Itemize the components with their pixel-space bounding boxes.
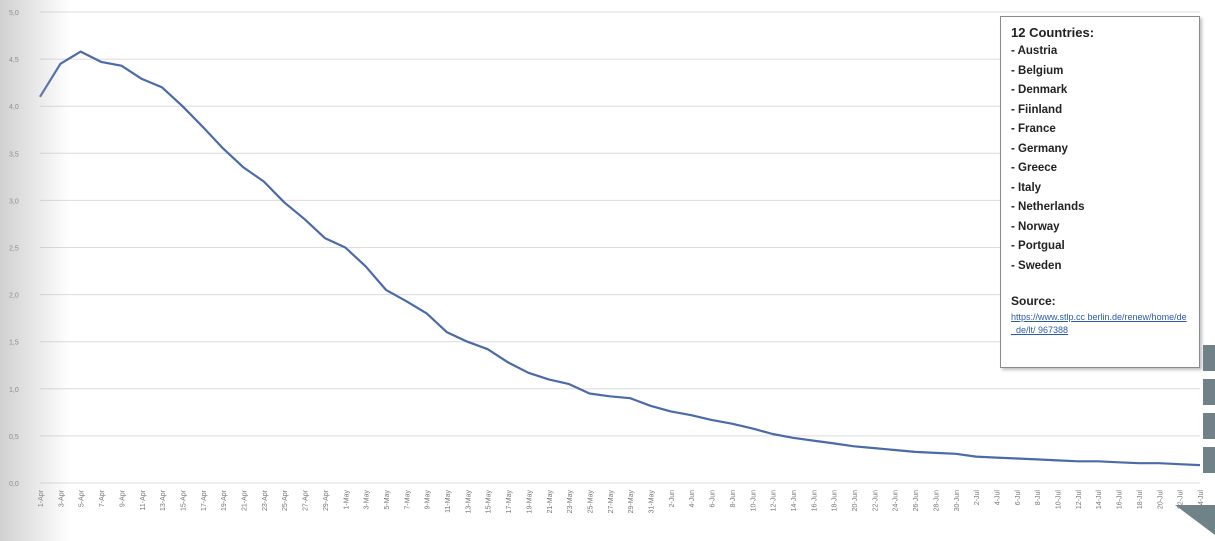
x-tick-label: 7-Apr — [99, 489, 106, 507]
x-tick-label: 17-May — [506, 490, 513, 514]
x-tick-label: 17-Apr — [201, 489, 208, 511]
x-tick-label: 19-May — [526, 490, 533, 514]
y-tick-label: 2,0 — [9, 293, 19, 300]
x-tick-label: 18-Jul — [1137, 490, 1144, 510]
legend-item: - Fiinland — [1011, 103, 1063, 116]
y-axis-ticks: 0,0 0,5 1,0 1,5 2,0 2,5 3,0 3,5 4,0 4,5 5,0 — [9, 10, 19, 488]
x-tick-label: 10-Jun — [750, 490, 757, 512]
x-tick-label: 8-Jun — [730, 490, 737, 508]
right-tab[interactable] — [1203, 447, 1215, 473]
x-tick-label: 23-Apr — [262, 489, 269, 511]
x-tick-label: 23-May — [567, 490, 574, 514]
y-tick-label: 4,5 — [9, 57, 19, 64]
x-tick-label: 12-Jun — [771, 490, 778, 512]
x-tick-label: 1-May — [343, 490, 350, 510]
x-tick-label: 7-May — [404, 490, 411, 510]
legend-item: - Austria — [1011, 45, 1058, 57]
x-tick-label: 13-Apr — [160, 489, 167, 511]
x-tick-label: 24-Jul — [1198, 490, 1205, 510]
y-tick-label: 2,5 — [9, 246, 19, 253]
x-tick-label: 13-May — [465, 490, 472, 514]
y-tick-label: 4,0 — [9, 104, 19, 111]
x-tick-label: 15-Apr — [180, 489, 187, 511]
x-tick-label: 22-Jun — [872, 490, 879, 512]
y-tick-label: 1,5 — [9, 340, 19, 347]
x-tick-label: 5-May — [384, 490, 391, 510]
x-tick-label: 18-Jun — [832, 490, 839, 512]
series-line — [39, 50, 1201, 467]
source-label: Source: — [1011, 294, 1056, 308]
legend-item: - Norway — [1011, 220, 1060, 233]
x-tick-label: 21-May — [547, 490, 554, 514]
legend-item: - Germany — [1011, 142, 1068, 155]
x-tick-label: 16-Jun — [811, 490, 818, 512]
legend-box: 12 Countries: - Austria - Belgium - Denmar… — [1000, 16, 1200, 368]
y-tick-label: 3,0 — [9, 198, 19, 205]
x-tick-label: 30-Jun — [954, 490, 961, 512]
x-tick-label: 11-May — [445, 490, 452, 513]
x-tick-label: 25-May — [587, 490, 594, 514]
legend-title: 12 Countries: — [1011, 25, 1095, 40]
x-tick-label: 6-Jun — [710, 490, 717, 508]
x-tick-label: 14-Jul — [1096, 490, 1103, 510]
x-tick-label: 10-Jul — [1056, 490, 1063, 510]
x-tick-label: 3-May — [364, 490, 371, 510]
x-tick-label: 4-Jun — [689, 490, 696, 508]
x-tick-label: 12-Jul — [1076, 490, 1083, 510]
x-tick-label: 4-Jul — [994, 490, 1001, 506]
x-tick-label: 20-Jun — [852, 490, 859, 512]
legend-item: - Sweden — [1011, 259, 1062, 272]
y-tick-label: 3,5 — [9, 151, 19, 158]
x-tick-label: 5-Apr — [79, 489, 86, 507]
y-tick-label: 5,0 — [9, 10, 19, 17]
right-tab[interactable] — [1203, 379, 1215, 405]
source-link[interactable]: https://www.stlp.cc berlin.de/renew/home… — [1011, 312, 1187, 335]
x-tick-label: 19-Apr — [221, 489, 228, 511]
x-tick-label: 20-Jul — [1157, 490, 1164, 510]
right-edge-tabs — [1203, 345, 1215, 481]
x-tick-label: 9-May — [425, 490, 432, 510]
corner-arrow-icon[interactable] — [1175, 505, 1215, 535]
x-tick-label: 2-Jul — [974, 490, 981, 506]
x-tick-label: 9-Apr — [119, 489, 126, 507]
x-tick-label: 27-May — [608, 490, 615, 514]
right-tab[interactable] — [1203, 413, 1215, 439]
x-tick-label: 24-Jun — [893, 490, 900, 512]
x-tick-label: 16-Jul — [1117, 490, 1124, 510]
x-axis-ticks: 1-Apr 3-Apr 5-Apr 7-Apr 9-Apr 11-Apr 13-Apr 15-… — [38, 489, 1205, 513]
x-tick-label: 2-Jun — [669, 490, 676, 508]
legend-item: - Denmark — [1011, 84, 1068, 96]
x-tick-label: 11-Apr — [140, 489, 147, 510]
x-tick-label: 6-Jul — [1015, 490, 1022, 506]
x-tick-label: 1-Apr — [38, 489, 45, 507]
x-tick-label: 31-May — [649, 490, 656, 514]
legend-item: - Portgual — [1011, 240, 1065, 252]
x-tick-label: 29-May — [628, 490, 635, 514]
x-tick-label: 22-Jul — [1178, 490, 1185, 510]
legend-item: - Netherlands — [1011, 201, 1085, 213]
x-tick-label: 27-Apr — [303, 489, 310, 511]
series-layer — [39, 50, 1201, 467]
legend-item: - France — [1011, 123, 1056, 135]
legend-country-list: - Austria - Belgium - Denmark - Fiinland - F… — [1011, 42, 1189, 276]
x-tick-label: 15-May — [486, 490, 493, 514]
right-tab[interactable] — [1203, 345, 1215, 371]
x-tick-label: 29-Apr — [323, 489, 330, 511]
x-tick-label: 3-Apr — [58, 489, 65, 507]
legend-item: - Italy — [1011, 181, 1042, 194]
legend-item: - Greece — [1011, 162, 1058, 174]
y-tick-label: 0,0 — [9, 481, 19, 488]
x-tick-label: 8-Jul — [1035, 490, 1042, 506]
x-tick-label: 26-Jun — [913, 490, 920, 512]
x-tick-label: 28-Jun — [933, 490, 940, 512]
x-tick-label: 21-Apr — [242, 489, 249, 511]
y-tick-label: 1,0 — [9, 387, 19, 394]
x-tick-label: 25-Apr — [282, 489, 289, 511]
legend-item: - Belgium — [1011, 64, 1064, 77]
x-tick-label: 14-Jun — [791, 490, 798, 512]
y-tick-label: 0,5 — [9, 434, 19, 441]
